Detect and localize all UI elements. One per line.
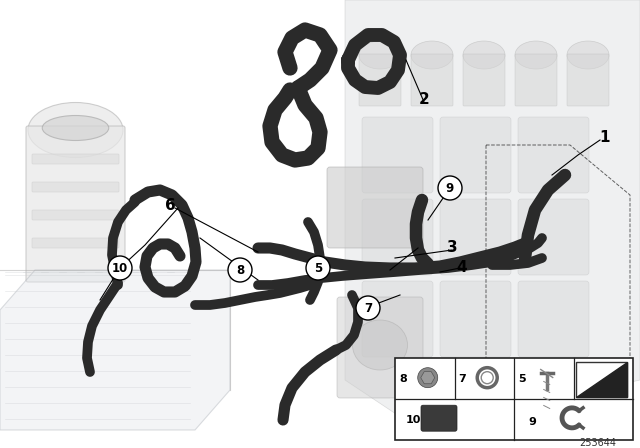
FancyBboxPatch shape <box>26 126 125 282</box>
Text: 10: 10 <box>112 262 128 275</box>
Text: 5: 5 <box>518 374 526 383</box>
Circle shape <box>228 258 252 282</box>
FancyBboxPatch shape <box>359 54 401 106</box>
Bar <box>575 362 627 397</box>
Text: 9: 9 <box>528 417 536 427</box>
Text: 6: 6 <box>164 198 175 212</box>
FancyBboxPatch shape <box>567 54 609 106</box>
FancyBboxPatch shape <box>327 167 423 248</box>
Ellipse shape <box>42 116 109 141</box>
Ellipse shape <box>515 41 557 69</box>
Text: 10: 10 <box>405 415 420 425</box>
FancyBboxPatch shape <box>518 199 589 275</box>
Polygon shape <box>575 362 627 397</box>
FancyBboxPatch shape <box>337 297 423 398</box>
Text: 9: 9 <box>446 181 454 194</box>
FancyBboxPatch shape <box>32 210 119 220</box>
Text: 5: 5 <box>314 262 322 275</box>
Text: 3: 3 <box>447 241 458 255</box>
Polygon shape <box>0 270 230 430</box>
FancyBboxPatch shape <box>440 117 511 193</box>
Text: 7: 7 <box>459 374 467 383</box>
Circle shape <box>438 176 462 200</box>
FancyBboxPatch shape <box>421 405 457 431</box>
Text: 7: 7 <box>364 302 372 314</box>
FancyBboxPatch shape <box>518 281 589 357</box>
Ellipse shape <box>567 41 609 69</box>
Circle shape <box>108 256 132 280</box>
Circle shape <box>423 373 433 383</box>
Text: 2: 2 <box>419 92 429 108</box>
FancyBboxPatch shape <box>440 199 511 275</box>
FancyBboxPatch shape <box>440 281 511 357</box>
Text: 4: 4 <box>457 260 467 276</box>
FancyBboxPatch shape <box>362 117 433 193</box>
FancyBboxPatch shape <box>32 182 119 192</box>
FancyBboxPatch shape <box>362 199 433 275</box>
FancyBboxPatch shape <box>32 154 119 164</box>
Text: 8: 8 <box>236 263 244 276</box>
Circle shape <box>356 296 380 320</box>
Bar <box>395 358 633 440</box>
Ellipse shape <box>353 320 408 370</box>
Circle shape <box>481 372 493 383</box>
FancyBboxPatch shape <box>32 238 119 248</box>
Text: 253644: 253644 <box>579 438 616 448</box>
FancyBboxPatch shape <box>362 281 433 357</box>
Text: 8: 8 <box>399 374 407 383</box>
Circle shape <box>306 256 330 280</box>
FancyBboxPatch shape <box>463 54 505 106</box>
FancyBboxPatch shape <box>518 117 589 193</box>
Polygon shape <box>420 372 435 384</box>
Circle shape <box>477 368 497 388</box>
Ellipse shape <box>359 41 401 69</box>
FancyBboxPatch shape <box>411 54 453 106</box>
Text: 1: 1 <box>600 130 611 146</box>
Ellipse shape <box>463 41 505 69</box>
Ellipse shape <box>411 41 453 69</box>
Circle shape <box>418 368 438 388</box>
FancyBboxPatch shape <box>515 54 557 106</box>
Ellipse shape <box>28 103 123 158</box>
Polygon shape <box>345 0 640 430</box>
